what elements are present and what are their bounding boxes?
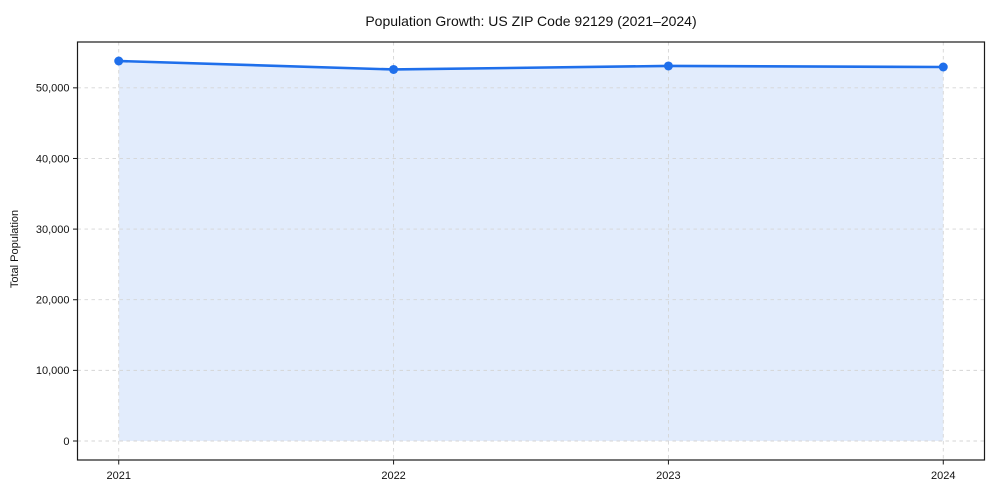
x-tick-label: 2024 [931, 470, 955, 482]
y-tick-label: 50,000 [36, 83, 70, 95]
y-tick-label: 40,000 [36, 153, 70, 165]
y-axis-label: Total Population [9, 210, 21, 288]
y-tick-label: 0 [63, 436, 69, 448]
data-point-marker [663, 61, 673, 71]
data-point-marker [389, 64, 399, 74]
x-tick-label: 2022 [381, 470, 405, 482]
x-tick-label: 2023 [656, 470, 680, 482]
y-tick-label: 20,000 [36, 295, 70, 307]
data-point-marker [938, 62, 948, 72]
data-point-marker [114, 56, 124, 66]
area-fill [118, 61, 944, 441]
y-tick-label: 10,000 [36, 365, 70, 377]
y-tick-label: 30,000 [36, 224, 70, 236]
chart-title: Population Growth: US ZIP Code 92129 (20… [365, 13, 696, 29]
plot-frame [76, 41, 986, 461]
plot-area: 0 10,000 20,000 30,000 40,000 50,000 2021 2022 2… [36, 41, 986, 482]
trend-line [117, 59, 945, 71]
x-tick-label: 2021 [106, 470, 130, 482]
